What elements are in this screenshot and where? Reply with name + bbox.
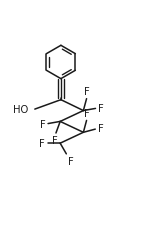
Text: F: F xyxy=(98,124,104,134)
Text: F: F xyxy=(98,104,104,113)
Text: F: F xyxy=(84,87,90,97)
Text: F: F xyxy=(40,119,46,129)
Text: F: F xyxy=(84,108,90,118)
Text: F: F xyxy=(68,156,73,166)
Text: F: F xyxy=(39,139,45,148)
Text: F: F xyxy=(52,136,58,146)
Text: HO: HO xyxy=(13,105,28,115)
